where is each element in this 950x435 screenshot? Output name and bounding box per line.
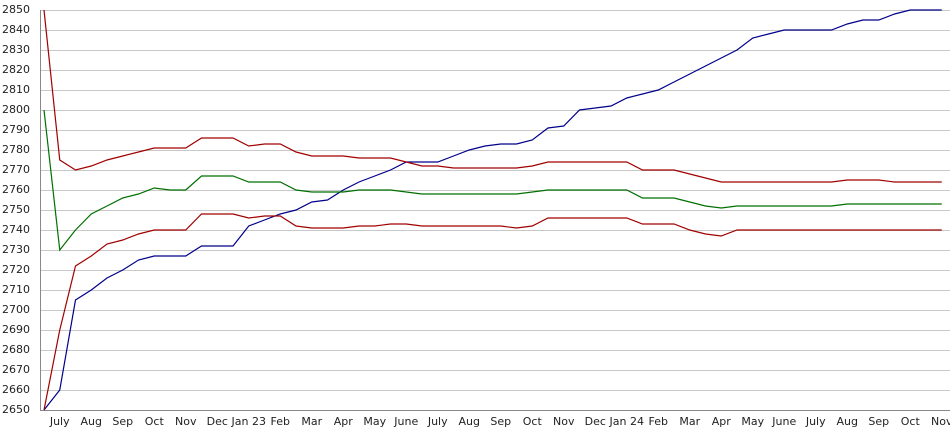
series-line	[43, 109, 942, 252]
y-tick-label: 2800	[2, 103, 30, 116]
x-tick-label: Jan 23	[231, 415, 266, 428]
y-tick-label: 2680	[2, 343, 30, 356]
x-tick-label: June	[393, 415, 418, 428]
y-tick-label: 2780	[2, 143, 30, 156]
x-tick-label: Dec	[207, 415, 228, 428]
x-tick-label: Aug	[837, 415, 858, 428]
y-tick-label: 2660	[2, 383, 30, 396]
y-tick-label: 2730	[2, 243, 30, 256]
series-line	[43, 9, 942, 183]
x-tick-label: Oct	[901, 415, 921, 428]
x-tick-label: Nov	[931, 415, 950, 428]
x-tick-label: Feb	[271, 415, 290, 428]
y-tick-label: 2650	[2, 403, 30, 416]
y-tick-label: 2690	[2, 323, 30, 336]
y-tick-label: 2770	[2, 163, 30, 176]
y-tick-label: 2710	[2, 283, 30, 296]
y-tick-label: 2750	[2, 203, 30, 216]
y-tick-label: 2850	[2, 3, 30, 16]
x-tick-label: Apr	[334, 415, 354, 428]
x-tick-label: Sep	[868, 415, 889, 428]
y-tick-label: 2700	[2, 303, 30, 316]
x-tick-label: Sep	[490, 415, 511, 428]
x-tick-label: Oct	[523, 415, 543, 428]
x-tick-label: June	[771, 415, 796, 428]
series-line	[43, 9, 942, 411]
x-tick-label: Dec	[585, 415, 606, 428]
y-tick-label: 2840	[2, 23, 30, 36]
y-tick-label: 2720	[2, 263, 30, 276]
y-tick-label: 2810	[2, 83, 30, 96]
x-tick-label: Sep	[112, 415, 133, 428]
x-tick-label: July	[49, 415, 70, 428]
x-tick-label: Nov	[175, 415, 197, 428]
x-tick-label: Apr	[712, 415, 732, 428]
x-tick-label: Aug	[81, 415, 102, 428]
x-tick-label: Mar	[679, 415, 700, 428]
x-tick-label: Aug	[459, 415, 480, 428]
series-line	[43, 213, 942, 411]
x-tick-label: May	[363, 415, 386, 428]
x-tick-label: May	[741, 415, 764, 428]
y-tick-label: 2830	[2, 43, 30, 56]
x-tick-label: Oct	[145, 415, 165, 428]
y-tick-label: 2670	[2, 363, 30, 376]
x-tick-label: Mar	[301, 415, 322, 428]
y-tick-label: 2790	[2, 123, 30, 136]
x-tick-label: July	[427, 415, 448, 428]
x-tick-label: July	[805, 415, 826, 428]
y-tick-label: 2740	[2, 223, 30, 236]
x-tick-label: Feb	[649, 415, 668, 428]
y-tick-label: 2820	[2, 63, 30, 76]
x-tick-label: Jan 24	[609, 415, 644, 428]
y-tick-label: 2760	[2, 183, 30, 196]
x-tick-label: Nov	[553, 415, 575, 428]
